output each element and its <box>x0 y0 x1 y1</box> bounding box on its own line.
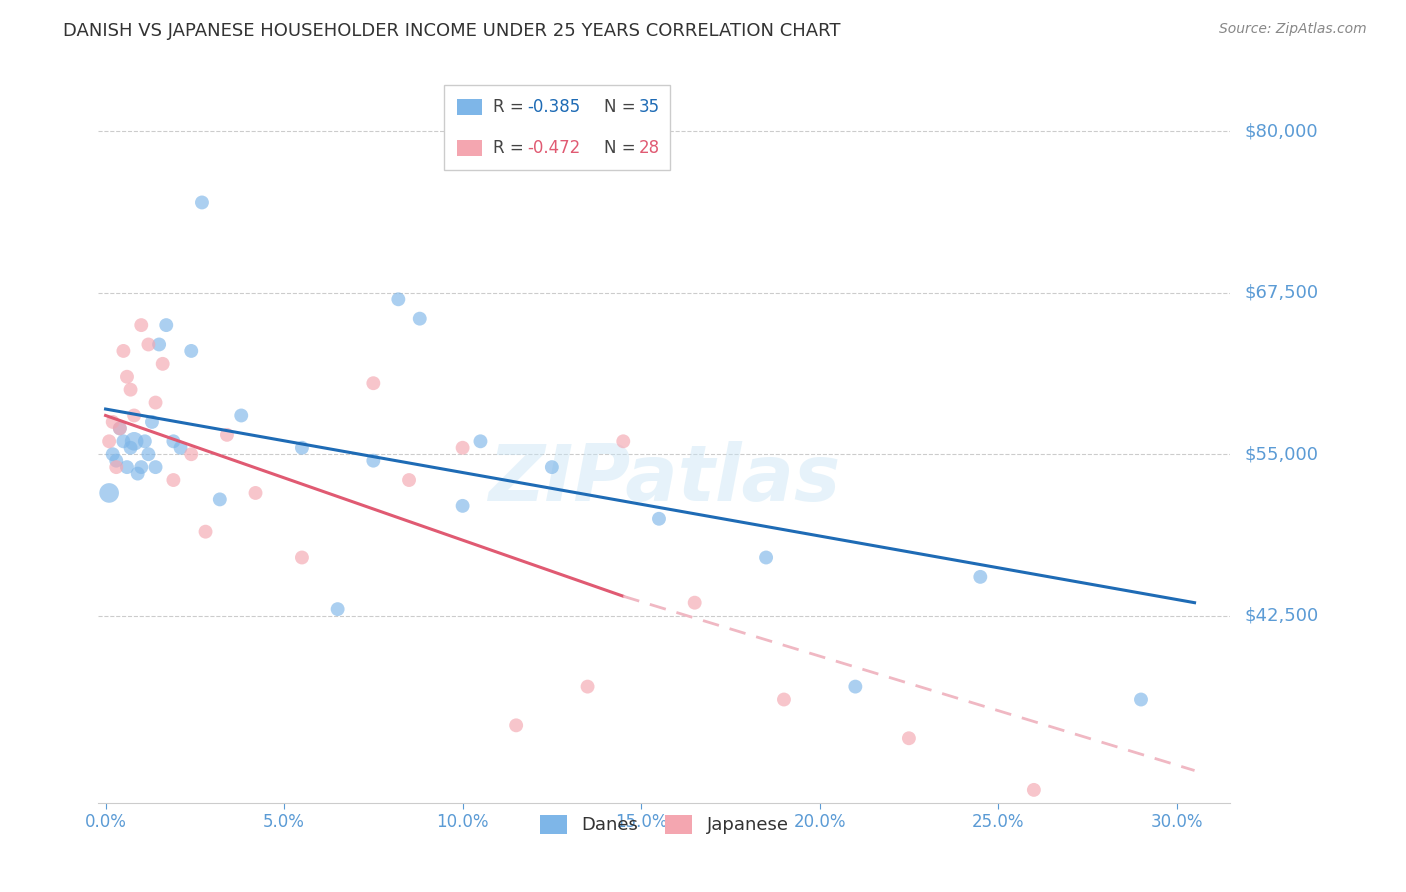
Point <box>162 434 184 449</box>
Point <box>291 550 314 565</box>
Point <box>108 421 131 435</box>
Point <box>162 473 184 487</box>
Text: 28: 28 <box>638 139 659 157</box>
FancyBboxPatch shape <box>457 99 482 115</box>
Point <box>1022 783 1045 797</box>
Text: Source: ZipAtlas.com: Source: ZipAtlas.com <box>1219 22 1367 37</box>
Point <box>194 524 217 539</box>
Point <box>115 369 138 384</box>
Text: 35: 35 <box>638 98 659 116</box>
Text: N =: N = <box>605 139 641 157</box>
Legend: Danes, Japanese: Danes, Japanese <box>533 808 796 842</box>
Point <box>112 343 135 358</box>
Point <box>112 434 135 449</box>
Point <box>138 337 160 351</box>
Point <box>683 596 706 610</box>
Point <box>398 473 420 487</box>
Point <box>409 311 432 326</box>
Point <box>612 434 634 449</box>
Point <box>138 447 160 461</box>
Point <box>191 195 214 210</box>
Point <box>844 680 866 694</box>
Text: -0.385: -0.385 <box>527 98 581 116</box>
Point <box>152 357 174 371</box>
Point <box>387 293 409 307</box>
Point <box>897 731 920 746</box>
Point <box>755 550 778 565</box>
Point <box>245 486 267 500</box>
Point <box>105 460 128 475</box>
FancyBboxPatch shape <box>444 86 671 170</box>
Point <box>129 318 152 332</box>
Point <box>101 415 124 429</box>
Point <box>169 441 191 455</box>
Text: $67,500: $67,500 <box>1244 284 1319 301</box>
Text: $55,000: $55,000 <box>1244 445 1319 463</box>
Text: -0.472: -0.472 <box>527 139 581 157</box>
Point <box>363 453 385 467</box>
Point <box>155 318 177 332</box>
FancyBboxPatch shape <box>457 140 482 156</box>
Point <box>127 467 149 481</box>
Point <box>122 409 145 423</box>
Text: N =: N = <box>605 98 641 116</box>
Point <box>470 434 492 449</box>
Text: R =: R = <box>494 139 530 157</box>
Point <box>451 499 474 513</box>
Point <box>215 428 238 442</box>
Point <box>98 486 121 500</box>
Point <box>576 680 599 694</box>
Point <box>208 492 231 507</box>
Point <box>773 692 796 706</box>
Text: R =: R = <box>494 98 530 116</box>
Point <box>98 434 121 449</box>
Point <box>451 441 474 455</box>
Point <box>648 512 671 526</box>
Point <box>120 441 142 455</box>
Point <box>505 718 527 732</box>
Point <box>115 460 138 475</box>
Point <box>105 453 128 467</box>
Point <box>122 434 145 449</box>
Point <box>541 460 564 475</box>
Point <box>134 434 156 449</box>
Point <box>145 395 167 409</box>
Point <box>291 441 314 455</box>
Point <box>326 602 349 616</box>
Point <box>101 447 124 461</box>
Point <box>1130 692 1153 706</box>
Point <box>141 415 163 429</box>
Text: DANISH VS JAPANESE HOUSEHOLDER INCOME UNDER 25 YEARS CORRELATION CHART: DANISH VS JAPANESE HOUSEHOLDER INCOME UN… <box>63 22 841 40</box>
Point <box>120 383 142 397</box>
Point <box>180 447 202 461</box>
Point <box>180 343 202 358</box>
Point <box>969 570 991 584</box>
Text: ZIPatlas: ZIPatlas <box>488 441 841 517</box>
Point <box>231 409 253 423</box>
Point <box>145 460 167 475</box>
Point <box>108 421 131 435</box>
Point <box>148 337 170 351</box>
Point <box>129 460 152 475</box>
Text: $42,500: $42,500 <box>1244 607 1319 624</box>
Point <box>363 376 385 391</box>
Text: $80,000: $80,000 <box>1244 122 1317 140</box>
